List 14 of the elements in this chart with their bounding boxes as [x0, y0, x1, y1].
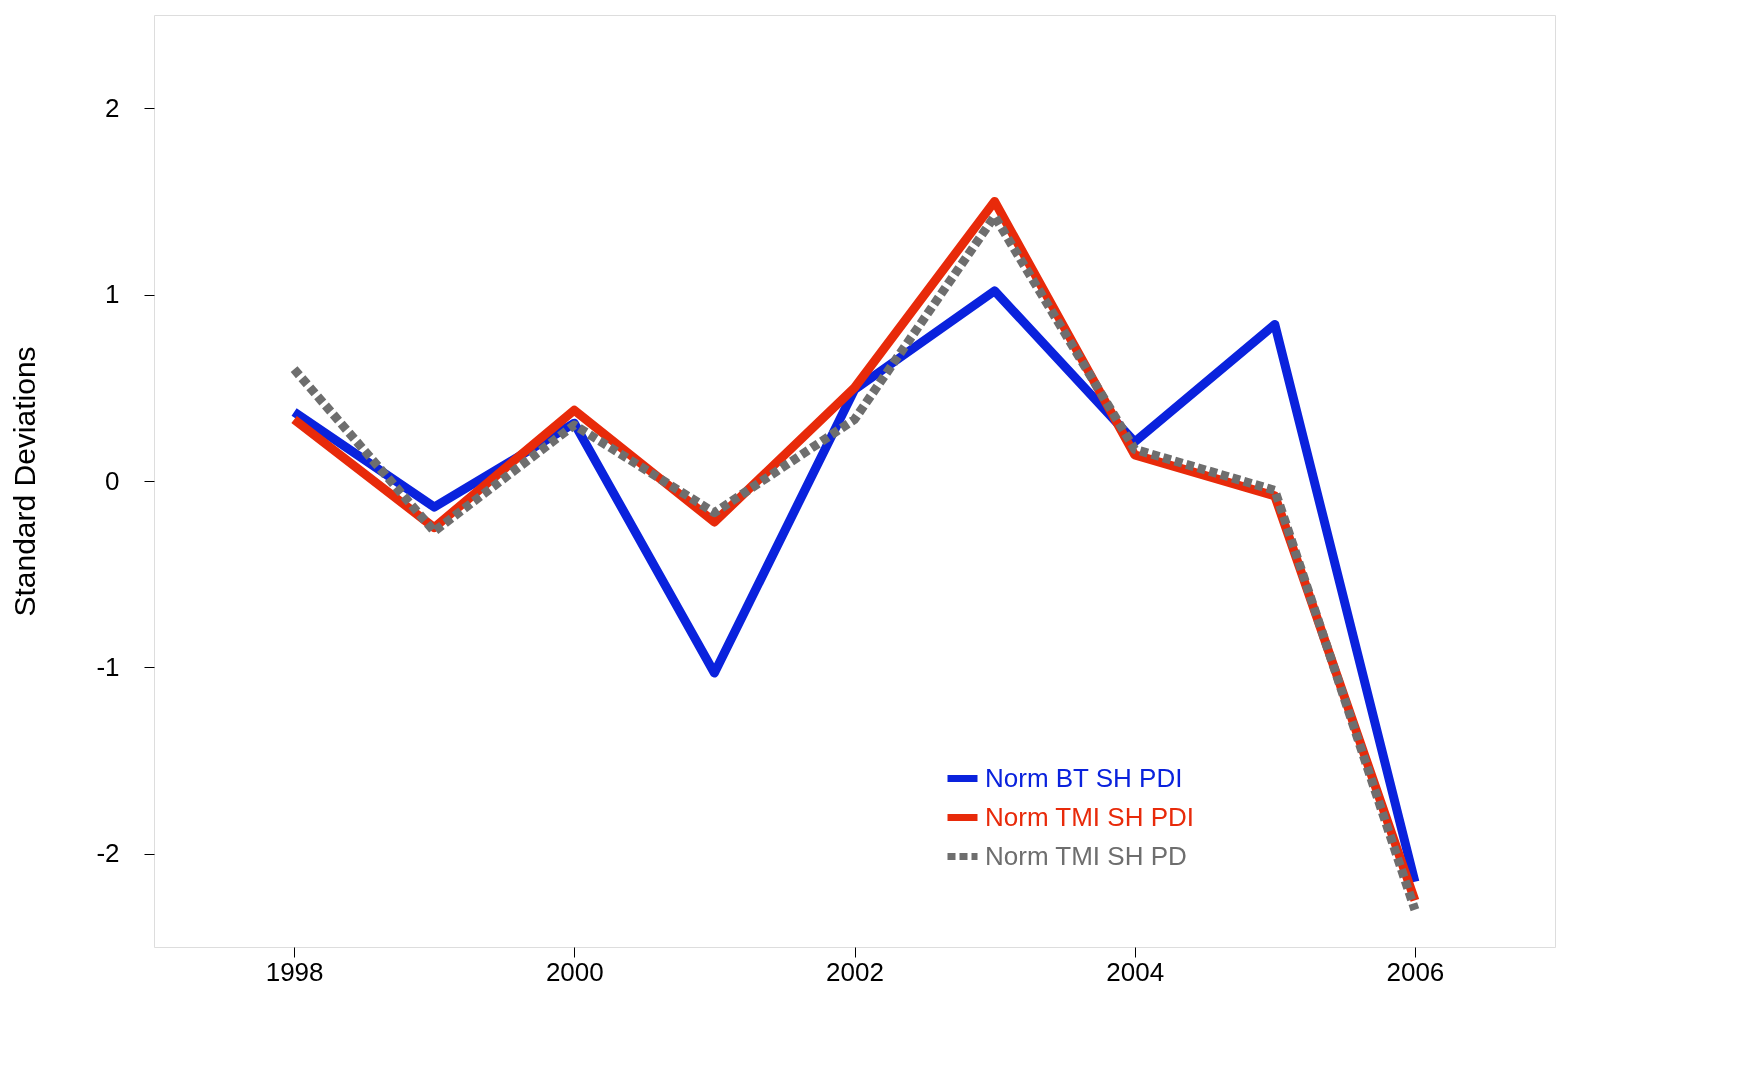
legend-label: Norm TMI SH PD: [985, 840, 1187, 871]
y-tick-label: 1: [105, 279, 120, 310]
x-tick-label: 2004: [1106, 956, 1165, 987]
y-axis-title: Standard Deviations: [8, 346, 42, 617]
y-tick-label: 2: [105, 92, 120, 123]
x-tick-label: 1998: [265, 956, 324, 987]
x-tick-label: 2006: [1386, 956, 1445, 987]
y-tick-label: -1: [96, 651, 120, 682]
legend-label: Norm TMI SH PDI: [985, 801, 1194, 832]
y-tick-label: 0: [105, 465, 120, 496]
legend-label: Norm BT SH PDI: [985, 762, 1183, 793]
x-tick-label: 2000: [545, 956, 604, 987]
x-tick-label: 2002: [826, 956, 884, 987]
y-tick-label: -2: [96, 838, 120, 869]
